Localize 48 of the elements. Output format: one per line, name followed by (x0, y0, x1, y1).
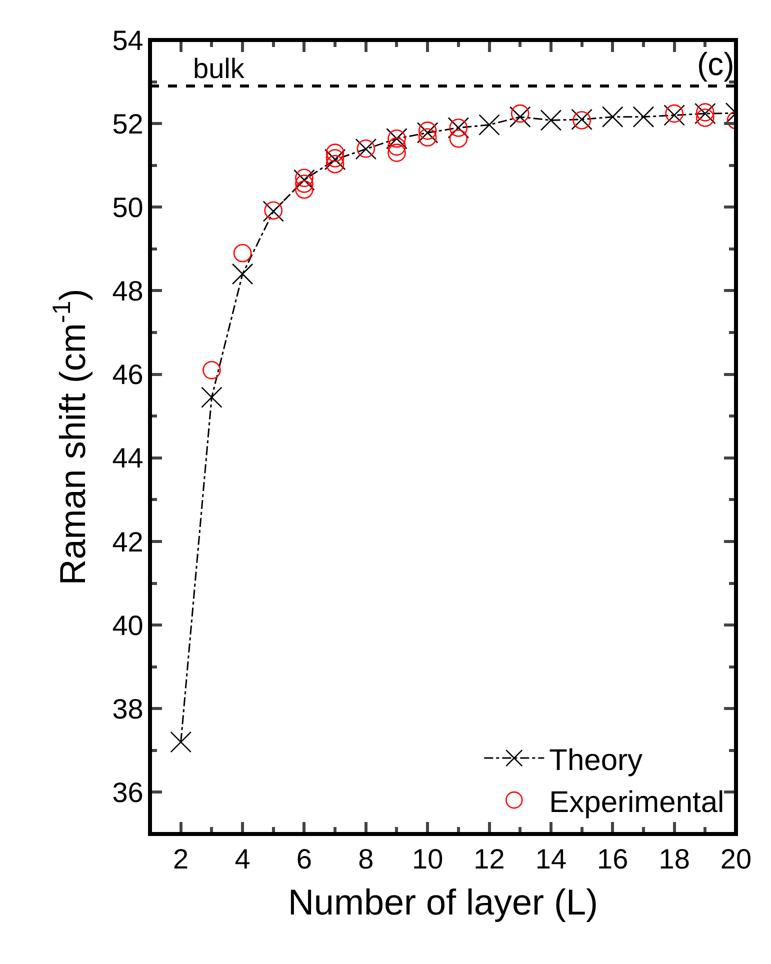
point (416, 122, 438, 144)
x-tick-label: 8 (358, 844, 374, 875)
point (449, 129, 468, 148)
legend-label: Experimental (549, 786, 724, 819)
point (388, 137, 406, 156)
x-tick-label: 20 (720, 844, 752, 875)
point (509, 106, 531, 128)
y-tick-label: 38 (112, 693, 144, 724)
x-tick-label: 16 (597, 844, 628, 875)
point (170, 731, 192, 753)
point (696, 108, 714, 127)
point (326, 154, 344, 174)
y-tick-label: 50 (112, 192, 144, 223)
x-tick-label: 6 (296, 844, 312, 875)
y-tick-label: 36 (112, 777, 144, 808)
y-tick-label: 40 (112, 610, 144, 641)
x-tick-label: 18 (658, 844, 690, 875)
y-tick-label: 52 (112, 108, 144, 140)
x-tick-label: 12 (474, 844, 505, 875)
point (418, 122, 437, 140)
point (510, 104, 530, 123)
y-tick-label: 44 (112, 442, 144, 474)
annotation: (c) (697, 46, 734, 82)
point (295, 174, 314, 193)
point (295, 180, 314, 199)
x-tick-label: 4 (234, 844, 250, 875)
point (478, 114, 500, 136)
point (418, 128, 437, 147)
x-tick-label: 10 (412, 844, 444, 875)
point (540, 110, 562, 131)
x-axis-title: Number of layer (L) (288, 881, 598, 922)
point (295, 168, 314, 188)
y-tick-label: 48 (112, 276, 144, 307)
point (202, 360, 221, 380)
y-tick-label: 54 (112, 24, 144, 56)
point (602, 106, 624, 128)
point (632, 106, 654, 128)
point (232, 263, 254, 285)
y-tick-label: 46 (112, 359, 144, 390)
y-tick-label: 42 (112, 526, 144, 558)
ref-line-label: bulk (193, 53, 246, 84)
x-tick-label: 14 (535, 844, 567, 875)
x-tick-label: 2 (173, 844, 189, 875)
point (233, 244, 252, 262)
point (201, 386, 222, 408)
point (388, 144, 406, 162)
legend-label: Theory (549, 744, 643, 777)
point (326, 144, 344, 162)
